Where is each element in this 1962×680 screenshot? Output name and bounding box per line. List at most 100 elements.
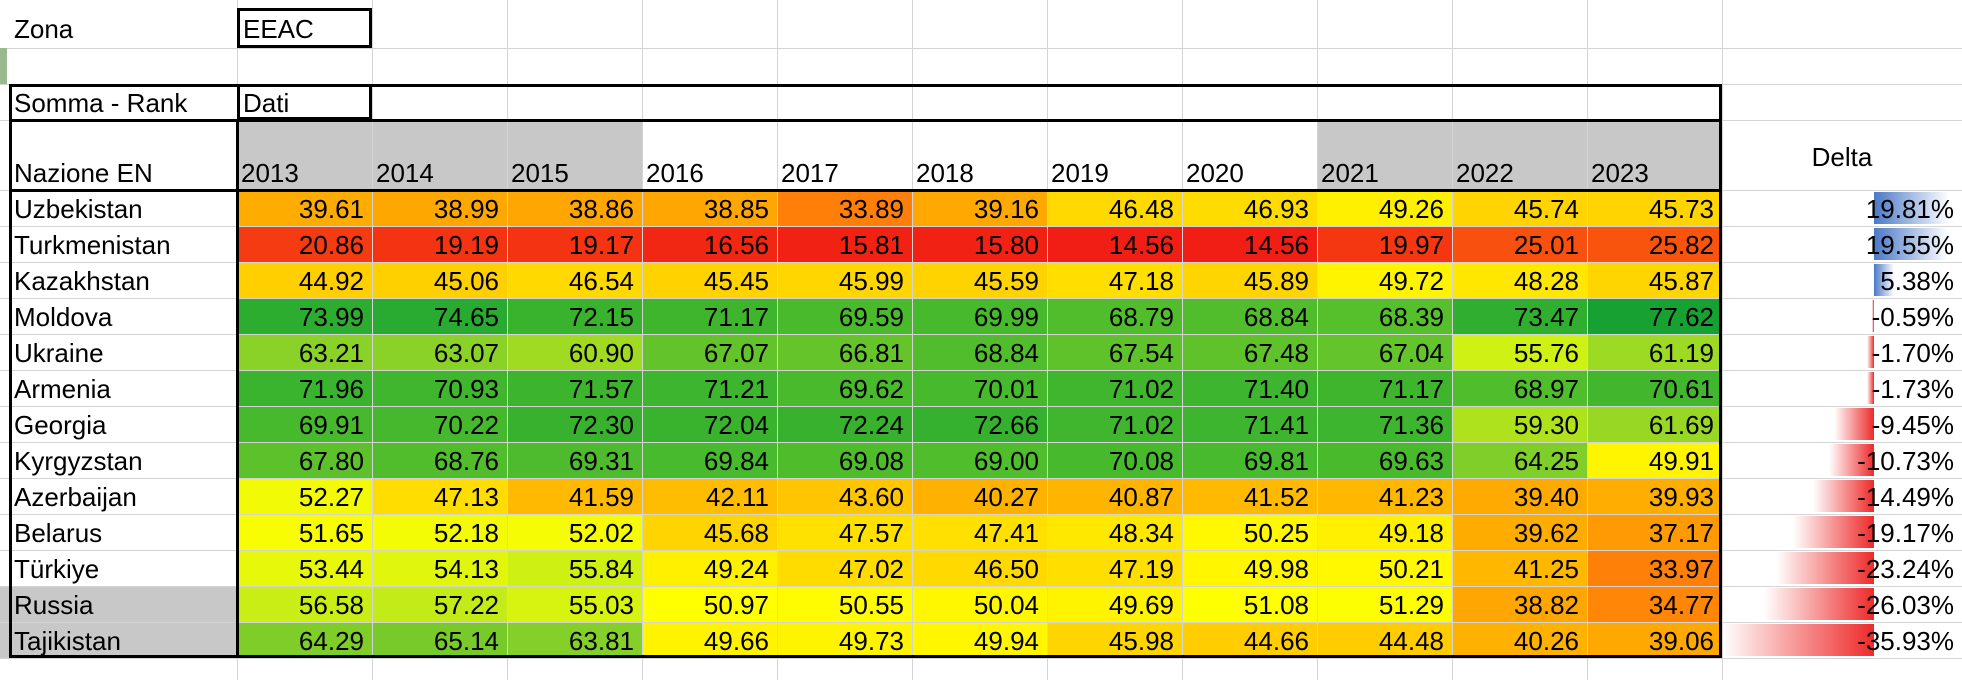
heat-cell[interactable] bbox=[1587, 226, 1722, 262]
heat-cell[interactable] bbox=[1182, 406, 1317, 442]
heat-cell[interactable] bbox=[237, 190, 372, 226]
heat-cell[interactable] bbox=[507, 622, 642, 658]
heat-cell[interactable] bbox=[237, 262, 372, 298]
heat-cell[interactable] bbox=[912, 406, 1047, 442]
heat-cell[interactable] bbox=[372, 514, 507, 550]
heat-cell[interactable] bbox=[372, 406, 507, 442]
heat-cell[interactable] bbox=[642, 190, 777, 226]
heat-cell[interactable] bbox=[1317, 190, 1452, 226]
heat-cell[interactable] bbox=[237, 442, 372, 478]
heat-cell[interactable] bbox=[777, 622, 912, 658]
heat-cell[interactable] bbox=[1452, 622, 1587, 658]
heat-cell[interactable] bbox=[507, 442, 642, 478]
heat-cell[interactable] bbox=[372, 262, 507, 298]
heat-cell[interactable] bbox=[1587, 550, 1722, 586]
heat-cell[interactable] bbox=[1047, 190, 1182, 226]
heat-cell[interactable] bbox=[642, 622, 777, 658]
heat-cell[interactable] bbox=[237, 622, 372, 658]
heat-cell[interactable] bbox=[237, 226, 372, 262]
heat-cell[interactable] bbox=[237, 406, 372, 442]
heat-cell[interactable] bbox=[237, 334, 372, 370]
heat-cell[interactable] bbox=[777, 406, 912, 442]
heat-cell[interactable] bbox=[1182, 514, 1317, 550]
heat-cell[interactable] bbox=[1452, 586, 1587, 622]
heat-cell[interactable] bbox=[642, 514, 777, 550]
heat-cell[interactable] bbox=[507, 190, 642, 226]
heat-cell[interactable] bbox=[777, 550, 912, 586]
heat-cell[interactable] bbox=[1317, 334, 1452, 370]
heat-cell[interactable] bbox=[1452, 298, 1587, 334]
heat-cell[interactable] bbox=[1182, 370, 1317, 406]
heat-cell[interactable] bbox=[1182, 190, 1317, 226]
heat-cell[interactable] bbox=[1452, 478, 1587, 514]
heat-cell[interactable] bbox=[912, 622, 1047, 658]
heat-cell[interactable] bbox=[642, 298, 777, 334]
heat-cell[interactable] bbox=[507, 298, 642, 334]
heat-cell[interactable] bbox=[1047, 334, 1182, 370]
heat-cell[interactable] bbox=[777, 298, 912, 334]
heat-cell[interactable] bbox=[912, 586, 1047, 622]
heat-cell[interactable] bbox=[372, 550, 507, 586]
heat-cell[interactable] bbox=[1452, 406, 1587, 442]
heat-cell[interactable] bbox=[1047, 586, 1182, 622]
heat-cell[interactable] bbox=[1587, 622, 1722, 658]
heat-cell[interactable] bbox=[237, 478, 372, 514]
heat-cell[interactable] bbox=[642, 478, 777, 514]
heat-cell[interactable] bbox=[372, 190, 507, 226]
heat-cell[interactable] bbox=[1182, 298, 1317, 334]
heat-cell[interactable] bbox=[237, 514, 372, 550]
heat-cell[interactable] bbox=[1452, 190, 1587, 226]
heat-cell[interactable] bbox=[642, 442, 777, 478]
heat-cell[interactable] bbox=[1317, 622, 1452, 658]
heat-cell[interactable] bbox=[237, 298, 372, 334]
heat-cell[interactable] bbox=[777, 442, 912, 478]
heat-cell[interactable] bbox=[1047, 442, 1182, 478]
heat-cell[interactable] bbox=[507, 226, 642, 262]
heat-cell[interactable] bbox=[507, 406, 642, 442]
heat-cell[interactable] bbox=[642, 262, 777, 298]
heat-cell[interactable] bbox=[372, 442, 507, 478]
heat-cell[interactable] bbox=[912, 262, 1047, 298]
heat-cell[interactable] bbox=[1047, 406, 1182, 442]
heat-cell[interactable] bbox=[1452, 514, 1587, 550]
heat-cell[interactable] bbox=[1452, 442, 1587, 478]
heat-cell[interactable] bbox=[1452, 334, 1587, 370]
heat-cell[interactable] bbox=[642, 334, 777, 370]
heat-cell[interactable] bbox=[507, 550, 642, 586]
heat-cell[interactable] bbox=[1587, 514, 1722, 550]
heat-cell[interactable] bbox=[1047, 262, 1182, 298]
heat-cell[interactable] bbox=[372, 226, 507, 262]
heat-cell[interactable] bbox=[1182, 226, 1317, 262]
heat-cell[interactable] bbox=[1317, 442, 1452, 478]
heat-cell[interactable] bbox=[1047, 622, 1182, 658]
heat-cell[interactable] bbox=[642, 226, 777, 262]
heat-cell[interactable] bbox=[1182, 262, 1317, 298]
heat-cell[interactable] bbox=[1452, 550, 1587, 586]
heat-cell[interactable] bbox=[912, 370, 1047, 406]
heat-cell[interactable] bbox=[777, 370, 912, 406]
heat-cell[interactable] bbox=[1317, 226, 1452, 262]
heat-cell[interactable] bbox=[1452, 226, 1587, 262]
heat-cell[interactable] bbox=[642, 406, 777, 442]
heat-cell[interactable] bbox=[777, 478, 912, 514]
heat-cell[interactable] bbox=[642, 370, 777, 406]
heat-cell[interactable] bbox=[507, 478, 642, 514]
heat-cell[interactable] bbox=[912, 226, 1047, 262]
heat-cell[interactable] bbox=[1047, 478, 1182, 514]
heat-cell[interactable] bbox=[1047, 226, 1182, 262]
heat-cell[interactable] bbox=[777, 262, 912, 298]
heat-cell[interactable] bbox=[1317, 370, 1452, 406]
heat-cell[interactable] bbox=[777, 586, 912, 622]
heat-cell[interactable] bbox=[372, 586, 507, 622]
heat-cell[interactable] bbox=[372, 622, 507, 658]
heat-cell[interactable] bbox=[912, 298, 1047, 334]
heat-cell[interactable] bbox=[372, 370, 507, 406]
heat-cell[interactable] bbox=[1317, 550, 1452, 586]
heat-cell[interactable] bbox=[912, 514, 1047, 550]
heat-cell[interactable] bbox=[912, 550, 1047, 586]
heat-cell[interactable] bbox=[237, 586, 372, 622]
heat-cell[interactable] bbox=[1587, 586, 1722, 622]
heat-cell[interactable] bbox=[1452, 370, 1587, 406]
heat-cell[interactable] bbox=[777, 334, 912, 370]
heat-cell[interactable] bbox=[1452, 262, 1587, 298]
